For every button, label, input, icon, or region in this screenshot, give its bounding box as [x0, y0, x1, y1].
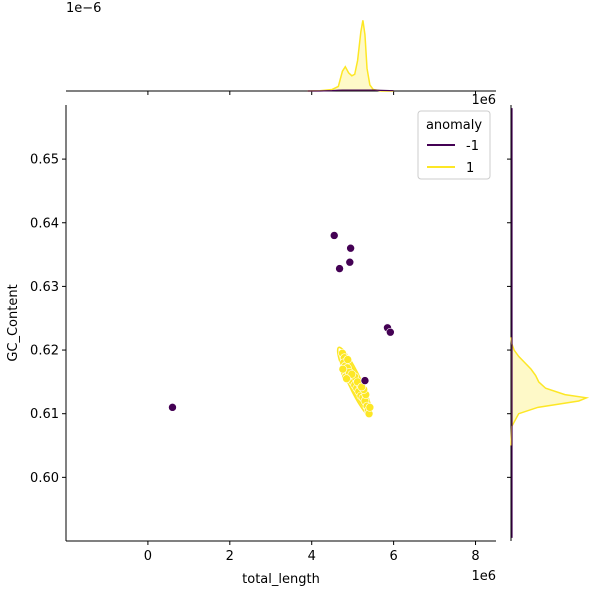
scatter-point	[329, 231, 339, 240]
x-tick-label: 8	[471, 549, 479, 564]
x-axis-label: total_length	[242, 572, 320, 587]
legend-title: anomaly	[426, 118, 482, 133]
series-1	[338, 348, 375, 419]
y-axis-label: GC_Content	[6, 284, 21, 361]
y-tick-label: 0.60	[30, 471, 59, 486]
scatter-point	[360, 376, 370, 385]
y-tick-label: 0.65	[30, 153, 59, 168]
right-kde-fill-anomaly-1	[511, 337, 587, 446]
y-tick-label: 0.64	[30, 216, 59, 231]
right-marginal-panel	[507, 105, 590, 541]
y-tick-label: 0.62	[30, 344, 59, 359]
top-kde-line-anomaly-neg1	[307, 89, 394, 92]
x-offset-label-top: 1e6	[471, 93, 496, 108]
y-tick-label: 0.61	[30, 407, 59, 422]
legend: anomaly -1 1	[417, 110, 491, 180]
scatter-point	[345, 257, 355, 267]
scatter-point	[343, 355, 353, 364]
legend-label-neg1: -1	[466, 139, 479, 154]
legend-label-1: 1	[466, 161, 474, 176]
top-kde-fill-anomaly-1	[307, 20, 394, 91]
x-tick-label: 6	[389, 549, 397, 564]
x-tick-label: 0	[144, 549, 152, 564]
x-tick-label: 2	[226, 549, 234, 564]
scatter-point	[342, 374, 351, 383]
x-offset-label-bottom: 1e6	[471, 569, 496, 584]
scatter-point	[386, 327, 395, 337]
main-scatter-panel: 0 2 4 6 8 0.60 0.61 0.62 0.63 0.64 0.65	[30, 105, 496, 564]
top-kde-line-anomaly-1	[307, 20, 394, 92]
top-marginal-panel	[66, 20, 496, 95]
right-kde-line-anomaly-1	[510, 337, 590, 446]
scatter-point	[338, 364, 348, 374]
series-neg1	[168, 231, 395, 412]
top-marginal-offset-label: 1e−6	[66, 1, 101, 16]
scatter-point	[335, 264, 344, 273]
scatter-point	[168, 403, 177, 412]
y-tick-label: 0.63	[30, 280, 59, 295]
scatter-point	[365, 403, 375, 412]
x-tick-label: 4	[308, 549, 316, 564]
scatter-point	[346, 243, 355, 253]
